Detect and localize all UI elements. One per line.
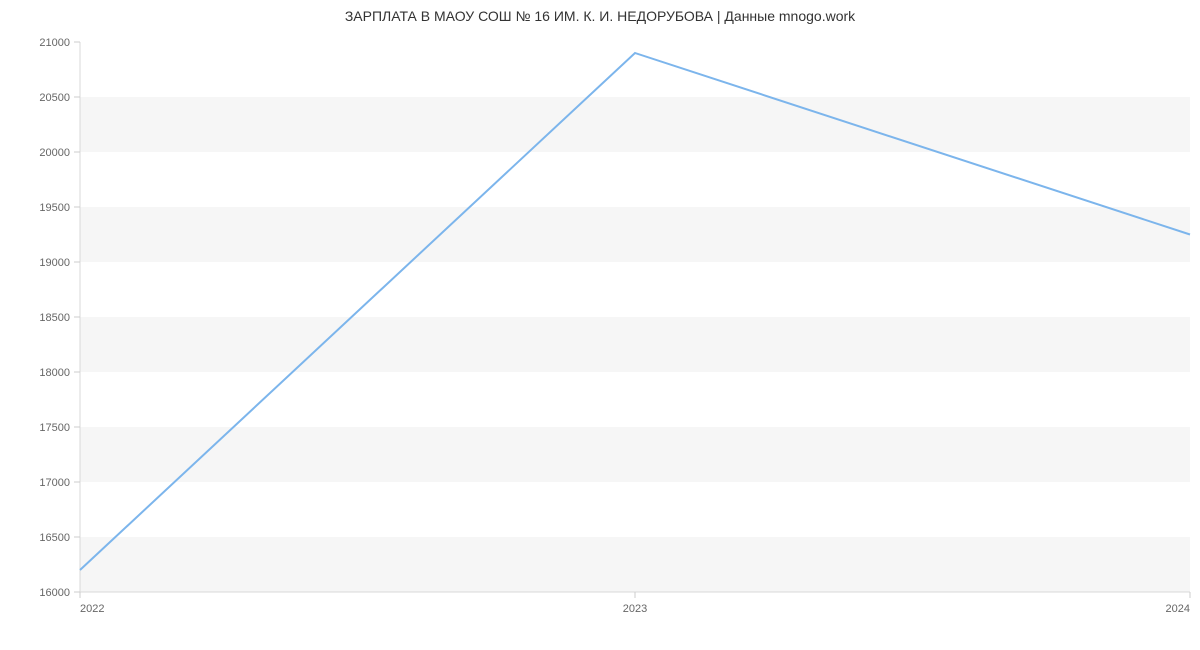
y-tick-label: 19000 bbox=[39, 257, 70, 269]
x-tick-label: 2022 bbox=[80, 603, 104, 615]
y-tick-label: 20500 bbox=[39, 92, 70, 104]
x-tick-label: 2023 bbox=[623, 603, 647, 615]
x-tick-label: 2024 bbox=[1166, 603, 1190, 615]
y-tick-label: 17000 bbox=[39, 477, 70, 489]
salary-line-chart: ЗАРПЛАТА В МАОУ СОШ № 16 ИМ. К. И. НЕДОР… bbox=[0, 0, 1200, 650]
y-tick-label: 16500 bbox=[39, 532, 70, 544]
y-tick-label: 18500 bbox=[39, 312, 70, 324]
y-tick-label: 20000 bbox=[39, 147, 70, 159]
chart-svg: 16000 16500 17000 17500 18000 18500 19000 19500… bbox=[0, 0, 1200, 650]
y-tick-label: 16000 bbox=[39, 587, 70, 599]
y-tick-label: 17500 bbox=[39, 422, 70, 434]
y-tick-label: 18000 bbox=[39, 367, 70, 379]
y-tick-label: 19500 bbox=[39, 202, 70, 214]
y-tick-label: 21000 bbox=[39, 37, 70, 49]
chart-title: ЗАРПЛАТА В МАОУ СОШ № 16 ИМ. К. И. НЕДОР… bbox=[0, 8, 1200, 24]
